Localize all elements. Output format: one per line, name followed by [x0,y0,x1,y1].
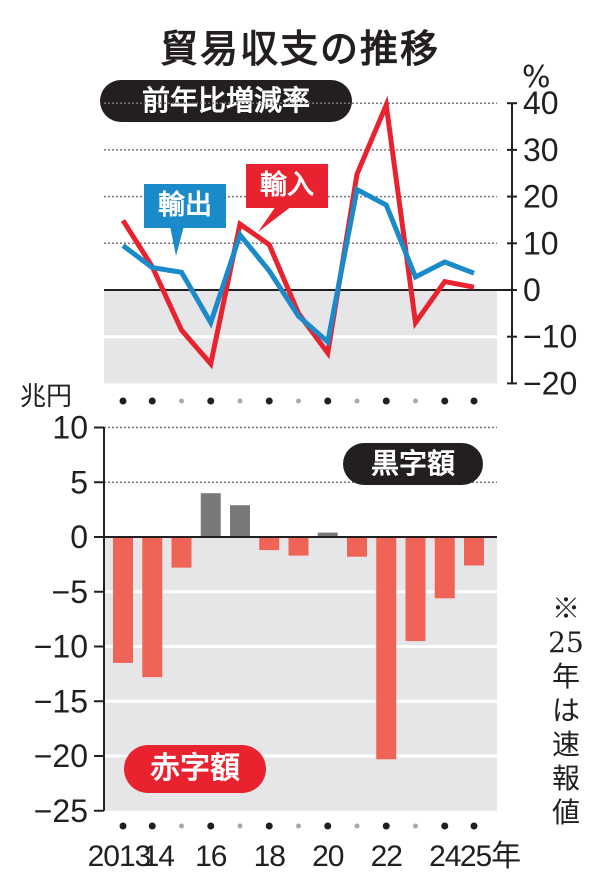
surplus-label: 黒字額 [343,443,483,485]
y-tick-label: −5 [52,574,88,610]
bar-2018 [259,537,280,551]
year-dot [207,822,215,830]
exports-line [121,185,475,347]
x-tick-label: 25年 [460,840,520,873]
year-dot [179,823,184,829]
bar-2016 [200,493,221,537]
year-dot [354,398,360,404]
bar-2022 [376,537,397,760]
x-tick-label: 24 [429,840,461,873]
bar-2019 [288,537,309,556]
x-tick-label: 22 [371,840,403,873]
year-dot [413,823,418,829]
y-tick-label: −20 [34,738,88,774]
year-dot [148,397,156,405]
year-dot [324,822,332,830]
footnote: ※25年は速報値 [548,592,584,829]
top-unit: % [522,60,551,95]
exports-label-pointer [170,226,184,256]
bottom-unit: 兆円 [20,382,73,412]
y-tick-label: 0 [70,519,88,555]
bar-2025 [464,537,484,566]
x-tick-label: 20 [312,840,344,873]
bar-2020 [317,532,338,537]
y-tick-label: −10 [34,629,88,665]
y-tick-label: −25 [34,793,88,829]
year-dot [382,822,390,830]
year-dot [296,398,301,404]
bar-2015 [171,537,192,568]
bar-2023 [405,537,426,642]
deficit-label: 赤字額 [124,745,266,793]
y-tick-label: 10 [52,410,88,446]
y-tick-label: −20 [523,365,577,401]
bar-2024 [434,537,455,599]
y-tick-label: 10 [523,225,559,261]
x-tick-label: 2013 [88,840,151,873]
year-dot [119,397,127,405]
top-panel-label: 前年比増減率 [100,80,352,122]
year-dot [470,397,478,405]
bar-2013 [113,537,133,663]
x-tick-label: 16 [195,840,227,873]
y-tick-label: 20 [523,179,559,215]
y-tick-label: 5 [70,464,88,500]
imports-label-pointer [258,206,292,232]
year-dot [119,822,127,830]
bar-2014 [142,537,163,678]
year-dot [207,397,215,405]
year-dot [265,822,273,830]
year-dot [237,398,243,404]
imports-label: 輸入 [246,164,328,208]
x-tick-label: 14 [143,840,175,873]
exports-label: 輸出 [144,184,226,228]
year-dot [237,823,243,829]
y-tick-label: 30 [523,132,559,168]
year-dot [265,397,273,405]
y-tick-label: 0 [523,272,541,308]
year-dot [382,397,390,405]
year-dot [470,822,478,830]
chart-title: 貿易収支の推移 [159,27,440,71]
year-dot [296,823,301,829]
y-tick-label: 40 [523,85,559,121]
x-tick-label: 18 [254,840,286,873]
y-tick-label: −10 [523,319,577,355]
y-tick-label: −15 [34,683,88,719]
bar-2021 [347,537,367,557]
year-dot [354,823,360,829]
year-dot [148,822,156,830]
year-dot [441,822,449,830]
year-dot [441,397,449,405]
year-dot [413,398,418,404]
bar-2017 [230,505,250,537]
year-dot [179,398,184,404]
year-dot [324,397,332,405]
